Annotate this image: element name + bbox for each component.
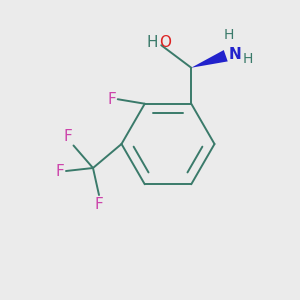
Polygon shape: [191, 50, 228, 68]
Text: H: H: [242, 52, 253, 66]
Text: F: F: [94, 197, 103, 212]
Text: O: O: [159, 35, 171, 50]
Text: F: F: [56, 164, 64, 178]
Text: F: F: [107, 92, 116, 107]
Text: F: F: [63, 129, 72, 144]
Text: H: H: [147, 35, 158, 50]
Text: H: H: [224, 28, 234, 42]
Text: N: N: [229, 47, 242, 62]
